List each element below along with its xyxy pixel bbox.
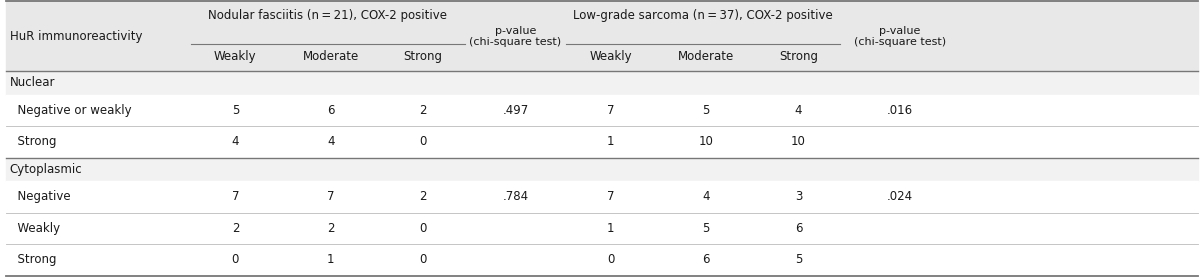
Text: 5: 5 <box>702 222 709 235</box>
Text: 7: 7 <box>232 190 239 203</box>
Text: Strong: Strong <box>10 135 56 148</box>
Text: 4: 4 <box>326 135 335 148</box>
Bar <box>6 95 1198 158</box>
Text: 2: 2 <box>419 190 427 203</box>
Text: Negative: Negative <box>10 190 71 203</box>
Text: 1: 1 <box>326 253 335 266</box>
Text: Moderate: Moderate <box>678 50 734 63</box>
Text: 5: 5 <box>232 104 239 117</box>
Text: 6: 6 <box>794 222 802 235</box>
Text: Moderate: Moderate <box>302 50 359 63</box>
Text: .497: .497 <box>503 104 528 117</box>
Text: Cytoplasmic: Cytoplasmic <box>10 163 83 176</box>
Text: Weakly: Weakly <box>10 222 60 235</box>
Text: Strong: Strong <box>779 50 818 63</box>
Text: 2: 2 <box>419 104 427 117</box>
Text: p-value
(chi-square test): p-value (chi-square test) <box>469 25 562 47</box>
Text: 0: 0 <box>419 253 427 266</box>
Text: .784: .784 <box>503 190 528 203</box>
Text: 4: 4 <box>794 104 802 117</box>
Text: 4: 4 <box>702 190 710 203</box>
Text: 7: 7 <box>607 104 614 117</box>
Text: 3: 3 <box>794 190 802 203</box>
Text: 5: 5 <box>702 104 709 117</box>
Text: 1: 1 <box>607 222 614 235</box>
Bar <box>6 1 1198 71</box>
Text: 2: 2 <box>326 222 335 235</box>
Text: Strong: Strong <box>403 50 443 63</box>
Text: 10: 10 <box>791 135 806 148</box>
Text: 5: 5 <box>794 253 802 266</box>
Text: 0: 0 <box>607 253 614 266</box>
Text: Weakly: Weakly <box>589 50 632 63</box>
Text: Negative or weakly: Negative or weakly <box>10 104 131 117</box>
Text: 6: 6 <box>326 104 335 117</box>
Text: 10: 10 <box>698 135 714 148</box>
Text: Nodular fasciitis (n = 21), COX-2 positive: Nodular fasciitis (n = 21), COX-2 positi… <box>209 9 448 22</box>
Bar <box>6 158 1198 181</box>
Text: Low-grade sarcoma (n = 37), COX-2 positive: Low-grade sarcoma (n = 37), COX-2 positi… <box>574 9 833 22</box>
Text: 7: 7 <box>326 190 335 203</box>
Text: 6: 6 <box>702 253 710 266</box>
Text: p-value
(chi-square test): p-value (chi-square test) <box>853 25 946 47</box>
Text: 0: 0 <box>419 135 427 148</box>
Bar <box>6 181 1198 276</box>
Text: Strong: Strong <box>10 253 56 266</box>
Text: 2: 2 <box>232 222 239 235</box>
Text: .024: .024 <box>887 190 913 203</box>
Text: 0: 0 <box>232 253 239 266</box>
Text: Nuclear: Nuclear <box>10 76 55 89</box>
Text: 4: 4 <box>232 135 239 148</box>
Text: .016: .016 <box>887 104 913 117</box>
Bar <box>6 71 1198 95</box>
Text: 0: 0 <box>419 222 427 235</box>
Text: 7: 7 <box>607 190 614 203</box>
Text: Weakly: Weakly <box>214 50 257 63</box>
Text: HuR immunoreactivity: HuR immunoreactivity <box>10 30 142 43</box>
Text: 1: 1 <box>607 135 614 148</box>
